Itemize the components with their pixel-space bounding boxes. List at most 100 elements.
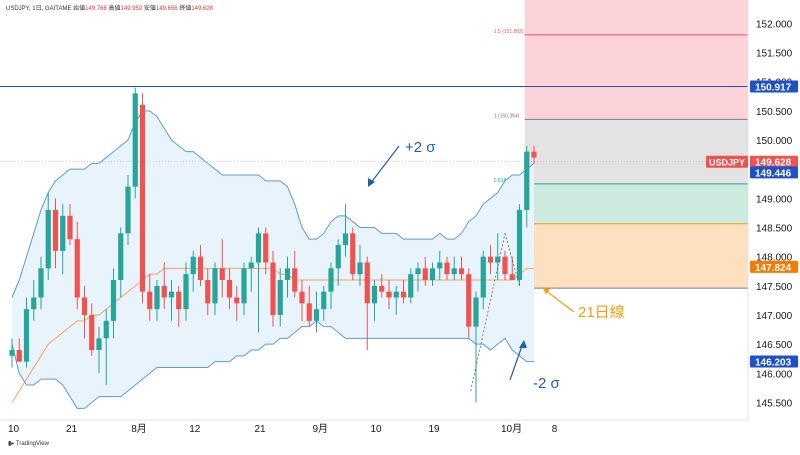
- candle-body: [139, 105, 146, 292]
- x-tick-label: 21: [255, 424, 267, 435]
- candle-body: [379, 285, 385, 292]
- y-tick-label: 147.000: [756, 311, 793, 322]
- price-axis-tag: [750, 355, 798, 368]
- candle-body: [393, 291, 399, 298]
- candle-body: [176, 291, 182, 310]
- candle-body: [197, 256, 204, 280]
- fib-zone-1-1.5: [524, 0, 748, 120]
- candle-body: [226, 280, 233, 298]
- price-axis-tag: [750, 80, 798, 93]
- symbol-tag: [706, 155, 748, 168]
- fib-zone-0.618-1: [524, 119, 748, 184]
- candle-body: [328, 268, 334, 292]
- candle-body: [190, 256, 196, 275]
- candle-body: [212, 268, 218, 304]
- candle-body: [89, 315, 95, 350]
- high-label: 高値: [108, 6, 121, 12]
- x-tick-label: 10月: [501, 423, 522, 435]
- candle-body: [313, 309, 320, 321]
- candle-body: [466, 274, 472, 327]
- candle-body: [183, 274, 189, 310]
- candle-body: [429, 268, 436, 280]
- price-axis-tag-label: 150.917: [755, 83, 792, 94]
- candle-body: [437, 262, 443, 269]
- candle-body: [292, 268, 298, 292]
- lower-band-arrow: [509, 342, 524, 381]
- candle-body: [422, 268, 428, 280]
- ma-annotation: 21日線: [578, 304, 625, 321]
- candle-body: [9, 350, 15, 356]
- price-axis-tag-label: 149.628: [755, 158, 792, 169]
- symbol-title: USDJPY, 1日, GAITAME: [6, 6, 72, 12]
- open-value: 149.768: [85, 6, 107, 12]
- x-tick-label: 10: [8, 424, 20, 435]
- candle-body: [357, 262, 363, 275]
- fib-zone-0.382-0.618: [524, 183, 748, 224]
- fib-level-label: 1 (150.354): [494, 113, 520, 119]
- trend-dash-up: [470, 233, 506, 391]
- candle-body: [154, 285, 160, 310]
- candle-body: [321, 291, 327, 310]
- candle-body: [487, 256, 494, 263]
- candle-body: [147, 291, 153, 310]
- fib-zone-0-0.382: [524, 223, 748, 289]
- y-tick-label: 146.000: [756, 369, 793, 380]
- candle-body: [400, 291, 407, 298]
- bollinger-upper-line: [11, 110, 535, 298]
- y-tick-label: 145.500: [756, 399, 793, 410]
- y-tick-label: 146.500: [756, 340, 793, 351]
- price-axis-tag: [750, 260, 798, 273]
- candle-body: [509, 274, 515, 280]
- candle-body: [132, 93, 138, 187]
- tradingview-logo: ▮▸ TradingView: [8, 440, 49, 447]
- chart-header: USDJPY, 1日, GAITAME 始値149.768 高値149.952 …: [6, 3, 213, 12]
- candle-body: [81, 297, 88, 315]
- x-tick-label: 9月: [313, 423, 329, 435]
- y-tick-label: 148.000: [756, 253, 793, 264]
- candle-body: [96, 338, 102, 350]
- candle-body: [502, 256, 508, 275]
- candle-body: [335, 245, 341, 269]
- close-value: 149.628: [191, 6, 214, 12]
- candle-body: [234, 297, 240, 304]
- y-tick-label: 147.500: [756, 282, 793, 293]
- candle-body: [284, 268, 291, 280]
- candle-body: [263, 233, 269, 263]
- candle-body: [16, 350, 22, 362]
- upper-band-arrowhead: [368, 178, 375, 187]
- close-label: 終値: [179, 6, 192, 12]
- candle-body: [350, 233, 356, 275]
- high-value: 149.952: [120, 6, 143, 12]
- trend-dash-down: [504, 233, 520, 286]
- upper-band-annotation: +2 σ: [405, 139, 436, 156]
- upper-band-arrow: [369, 145, 400, 185]
- candle-body: [60, 215, 66, 251]
- candle-body: [241, 268, 247, 304]
- candle-body: [125, 186, 131, 234]
- candle-body: [23, 309, 30, 362]
- open-label: 始値: [73, 6, 86, 12]
- bollinger-lower-line: [11, 320, 534, 409]
- price-axis-tag-label: 149.446: [755, 168, 792, 179]
- y-tick-label: 152.000: [756, 19, 793, 30]
- y-tick-label: 149.000: [756, 194, 793, 205]
- candle-body: [495, 256, 501, 263]
- candle-body: [451, 268, 457, 275]
- candle-body: [277, 280, 283, 315]
- price-axis-tag-label: 147.824: [755, 263, 792, 274]
- price-axis-tag: [750, 155, 798, 168]
- candle-body: [161, 285, 167, 298]
- candle-body: [473, 297, 479, 327]
- candle-body: [386, 291, 392, 298]
- candle-body: [38, 268, 44, 298]
- candle-body: [103, 320, 109, 339]
- candle-body: [52, 210, 59, 251]
- fib-level-label: 1.5 (151.802): [494, 29, 524, 35]
- candle-body: [480, 256, 486, 298]
- candle-body: [110, 280, 117, 321]
- candle-body: [270, 262, 276, 315]
- candle-body: [342, 233, 349, 245]
- candle-body: [168, 291, 175, 298]
